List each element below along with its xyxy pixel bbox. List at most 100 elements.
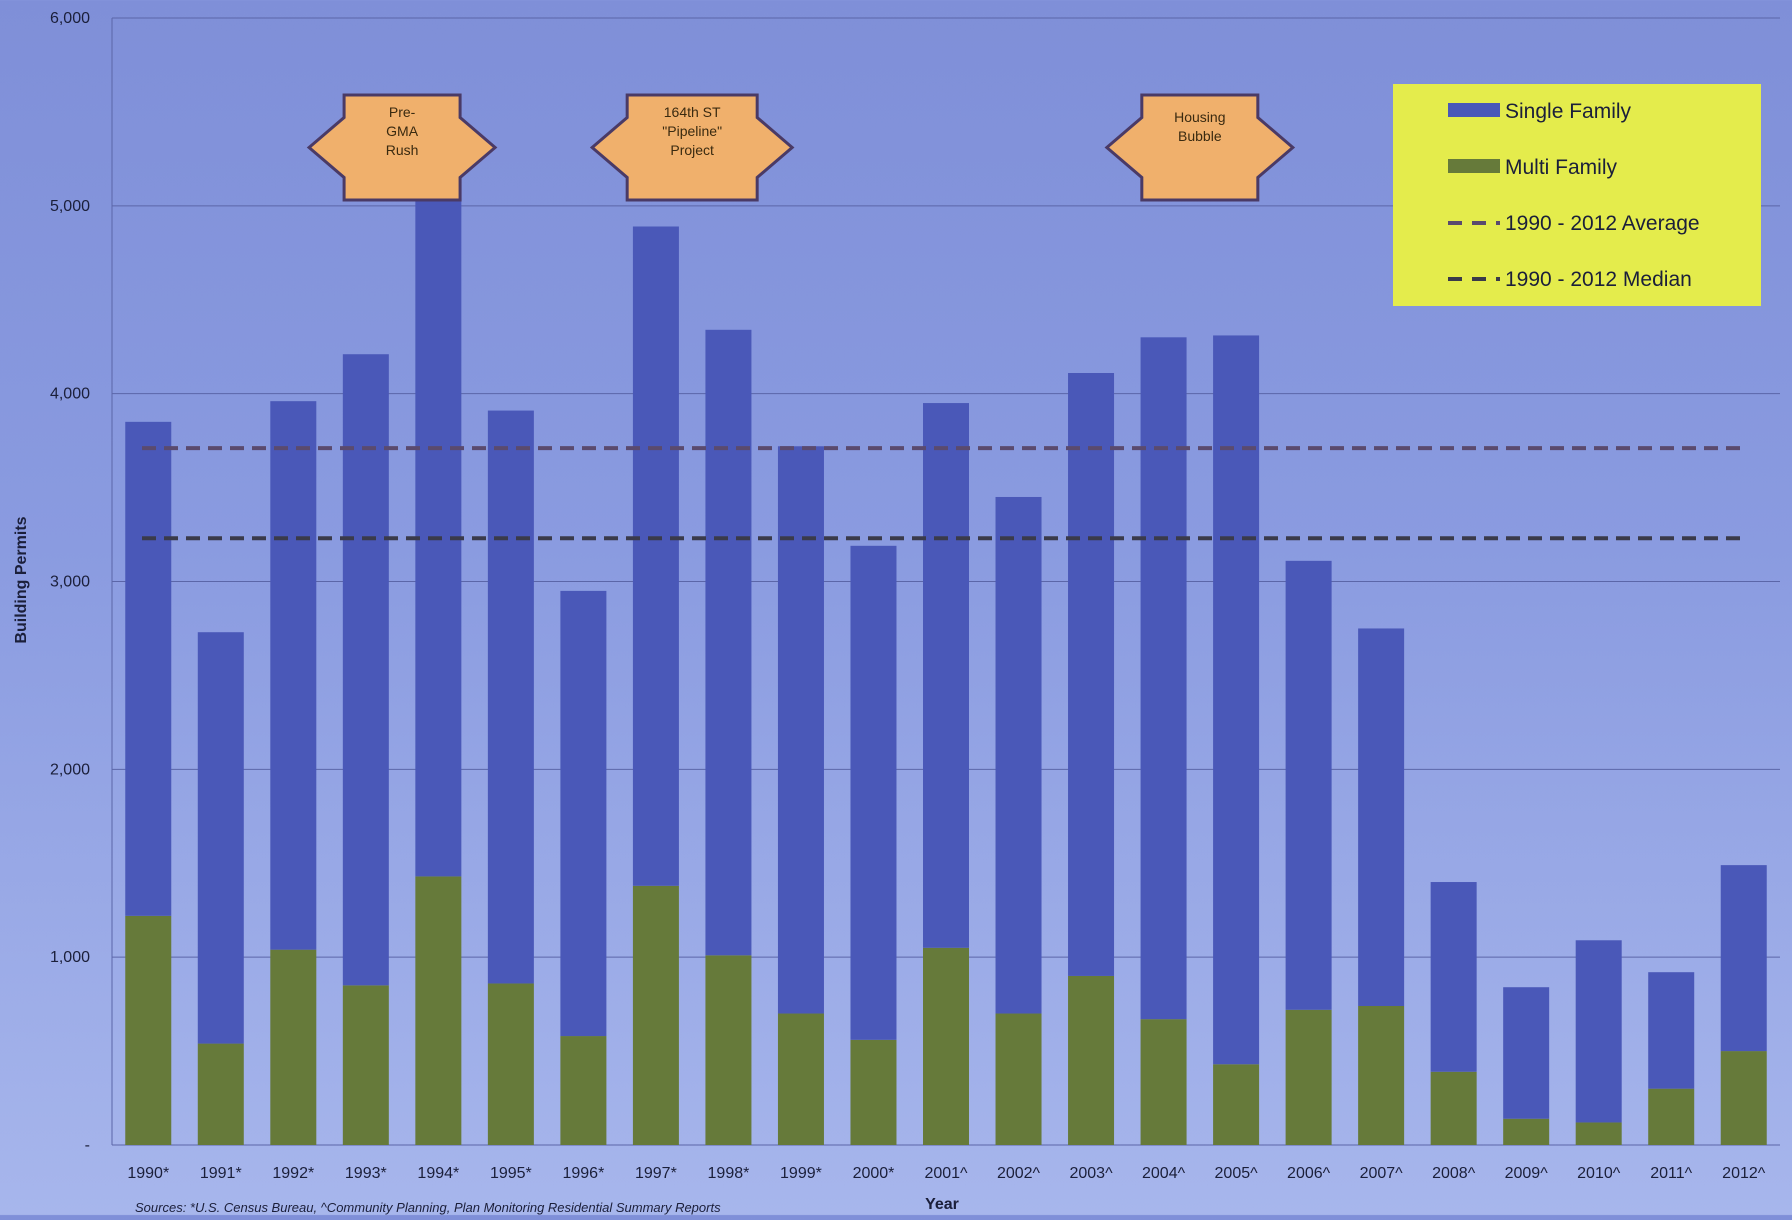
x-tick-label: 1999* — [780, 1165, 822, 1182]
legend-label: 1990 - 2012 Median — [1505, 268, 1692, 291]
bar-multi-family — [1430, 1071, 1477, 1145]
x-tick-label: 2001^ — [924, 1165, 968, 1182]
bar-multi-family — [632, 885, 679, 1145]
bar-multi-family — [1503, 1118, 1550, 1145]
x-tick-label: 1995* — [490, 1165, 532, 1182]
bar-single-family — [560, 590, 607, 1037]
bar-multi-family — [1213, 1064, 1260, 1145]
y-tick-label: - — [85, 1137, 90, 1154]
x-axis: 1990* 1991* 1992* 1993* 1994* 1995* 1996* 1997*… — [127, 1165, 1765, 1182]
y-tick-label: 1,000 — [50, 949, 90, 966]
bar-single-family — [923, 403, 969, 948]
legend-box — [1393, 84, 1761, 306]
y-tick-label: 4,000 — [50, 386, 90, 403]
bar-single-family — [705, 329, 752, 956]
bar-single-family — [270, 401, 317, 950]
callout-text: Pre- — [389, 104, 416, 120]
x-tick-label: 1991* — [200, 1165, 242, 1182]
x-tick-label: 2010^ — [1577, 1165, 1621, 1182]
legend-swatch — [1448, 103, 1500, 117]
callout-arrow-box — [306, 93, 498, 202]
x-tick-label: 1996* — [562, 1165, 604, 1182]
x-tick-label: 1992* — [272, 1165, 314, 1182]
x-tick-label: 2005^ — [1215, 1165, 1259, 1182]
x-tick-label: 1993* — [345, 1165, 387, 1182]
bar-single-family — [1285, 560, 1332, 1010]
bar-single-family — [1140, 337, 1187, 1020]
bar-single-family — [125, 421, 172, 916]
x-tick-label: 1998* — [708, 1165, 750, 1182]
x-tick-label: 2000* — [853, 1165, 895, 1182]
callout-text: Project — [670, 142, 714, 158]
bar-multi-family — [560, 1036, 607, 1145]
bar-multi-family — [1648, 1088, 1695, 1145]
callout-text: Housing — [1174, 109, 1225, 125]
x-tick-label: 1990* — [127, 1165, 169, 1182]
legend-label: Single Family — [1505, 100, 1632, 123]
x-tick-label: 2009^ — [1505, 1165, 1549, 1182]
y-tick-label: 3,000 — [50, 574, 90, 591]
bar-multi-family — [197, 1043, 244, 1145]
bar-multi-family — [1068, 975, 1115, 1145]
bar-multi-family — [995, 1013, 1042, 1145]
x-tick-label: 2011^ — [1650, 1165, 1692, 1182]
reference-lines — [142, 446, 1742, 541]
legend-label: Multi Family — [1505, 156, 1618, 179]
bar-multi-family — [1358, 1006, 1405, 1145]
bar-multi-family — [1140, 1019, 1187, 1145]
bar-single-family — [1430, 882, 1477, 1072]
bar-multi-family — [1575, 1122, 1622, 1145]
bar-multi-family — [415, 876, 462, 1145]
x-tick-label: 2002^ — [997, 1165, 1041, 1182]
y-axis-title: Building Permits — [13, 516, 30, 643]
y-tick-label: 2,000 — [50, 761, 90, 778]
callout-text: Bubble — [1178, 128, 1222, 144]
x-tick-label: 2007^ — [1360, 1165, 1404, 1182]
bar-multi-family — [777, 1013, 824, 1145]
bar-single-family — [1648, 972, 1695, 1089]
callout-text: "Pipeline" — [662, 123, 722, 139]
annotations: Pre- GMA Rush 164th ST "Pipeline" Project Hous… — [306, 93, 1296, 202]
callout: Housing Bubble — [1104, 93, 1296, 202]
source-note: Sources: *U.S. Census Bureau, ^Community… — [135, 1200, 721, 1215]
x-tick-label: 2004^ — [1142, 1165, 1186, 1182]
y-tick-label: 6,000 — [50, 10, 90, 27]
callout: Pre- GMA Rush — [306, 93, 498, 202]
callout-text: 164th ST — [664, 104, 721, 120]
x-tick-label: 2008^ — [1432, 1165, 1476, 1182]
bar-single-family — [1575, 940, 1622, 1123]
bar-single-family — [1358, 628, 1405, 1007]
bar-multi-family — [1285, 1009, 1332, 1145]
bar-multi-family — [923, 947, 969, 1145]
bar-single-family — [1213, 335, 1260, 1065]
bar-multi-family — [487, 983, 534, 1145]
bar-multi-family — [125, 915, 172, 1145]
callout-arrow-box — [1104, 93, 1296, 202]
bar-single-family — [632, 226, 679, 886]
bar-single-family — [342, 354, 389, 986]
bar-multi-family — [1720, 1051, 1767, 1145]
bar-multi-family — [270, 949, 317, 1145]
legend-label: 1990 - 2012 Average — [1505, 212, 1700, 235]
bar-single-family — [415, 185, 462, 877]
legend: Single Family Multi Family 1990 - 2012 Ave… — [1393, 84, 1761, 306]
y-axis: - 1,000 2,000 3,000 4,000 5,000 6,000 — [50, 10, 1780, 1154]
bar-multi-family — [850, 1039, 897, 1145]
callout-text: Rush — [386, 142, 419, 158]
bar-multi-family — [705, 955, 752, 1145]
bar-single-family — [197, 632, 244, 1044]
bars — [125, 185, 1767, 1145]
legend-swatch — [1448, 159, 1500, 173]
x-tick-label: 2003^ — [1069, 1165, 1113, 1182]
x-axis-title: Year — [925, 1196, 959, 1213]
x-tick-label: 2012^ — [1722, 1165, 1766, 1182]
bar-single-family — [995, 496, 1042, 1014]
bar-multi-family — [342, 985, 389, 1145]
bar-single-family — [1068, 373, 1115, 976]
bar-single-family — [487, 410, 534, 984]
y-tick-label: 5,000 — [50, 198, 90, 215]
callout-text: GMA — [386, 123, 419, 139]
bar-single-family — [1720, 865, 1767, 1052]
